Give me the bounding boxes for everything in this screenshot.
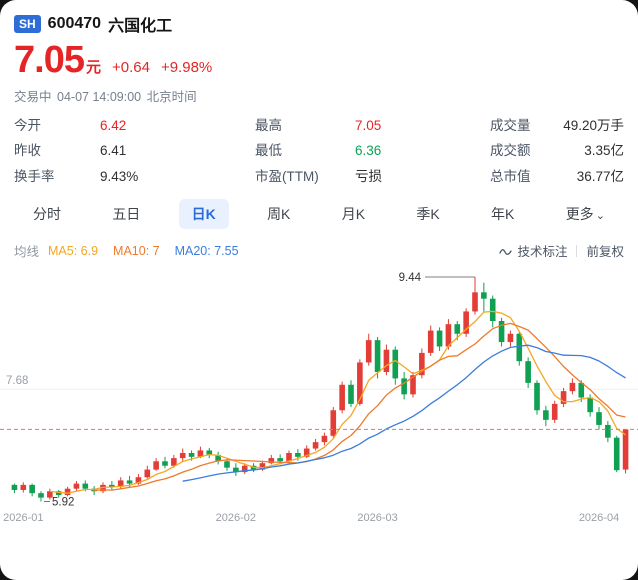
quote-header: SH 600470 六国化工 7.05 元 +0.64 +9.98% 交易中 0… bbox=[0, 0, 638, 105]
tab-label: 周K bbox=[267, 206, 291, 223]
svg-text:5.92: 5.92 bbox=[52, 497, 74, 509]
price-row: 7.05 元 +0.64 +9.98% bbox=[14, 39, 624, 81]
stat-value: 6.36 bbox=[355, 143, 382, 159]
exchange-badge: SH bbox=[14, 15, 41, 33]
price-change-amount: +0.64 bbox=[111, 59, 150, 76]
stat-value: 7.05 bbox=[355, 117, 382, 133]
tab-更多[interactable]: 更多 ⌄ bbox=[553, 199, 618, 229]
kline-chart-area[interactable]: 7.68 9.44 5.92 2026-01 2026-02 2026-03 2026-0… bbox=[0, 266, 638, 528]
ma-legend-title: 均线 bbox=[14, 245, 40, 260]
stat-row: 最高 7.05 bbox=[255, 119, 490, 133]
stat-value: 亏损 bbox=[355, 168, 382, 184]
ma-lines bbox=[49, 311, 626, 495]
x-axis-label: 2026-02 bbox=[215, 512, 257, 525]
stats-grid: 今开 6.42 昨收 6.41 换手率 9.43% 最高 7.05 最低 6.36 市盈(TTM) 亏… bbox=[0, 105, 638, 196]
stat-row: 市盈(TTM) 亏损 bbox=[255, 170, 490, 184]
stat-row: 今开 6.42 bbox=[14, 119, 255, 133]
stats-column-2: 成交量 49.20万手成交额 3.35亿总市值 36.77亿 bbox=[490, 119, 624, 196]
vertical-divider bbox=[576, 244, 578, 257]
tab-label: 月K bbox=[341, 206, 366, 223]
y-gridline: 7.68 bbox=[0, 376, 638, 391]
tab-周K[interactable]: 周K bbox=[254, 199, 303, 229]
annotation-low: 5.92 bbox=[44, 497, 74, 509]
stat-label: 昨收 bbox=[14, 143, 41, 159]
currency-unit: 元 bbox=[85, 59, 101, 76]
trading-status-line: 交易中 04-07 14:09:00 北京时间 bbox=[14, 86, 624, 105]
tab-label: 季K bbox=[416, 206, 440, 223]
technical-annotation-button[interactable]: 技术标注 bbox=[499, 241, 567, 260]
stat-row: 总市值 36.77亿 bbox=[490, 170, 624, 184]
stat-label: 成交量 bbox=[490, 117, 531, 133]
tab-label: 日K bbox=[191, 206, 216, 223]
current-price: 7.05 bbox=[14, 39, 85, 81]
x-axis-label: 2026-04 bbox=[578, 512, 620, 525]
ma-legend-item: MA5: 6.9 bbox=[48, 243, 99, 258]
trading-status: 交易中 bbox=[14, 89, 52, 104]
stat-value: 36.77亿 bbox=[576, 168, 624, 184]
stat-label: 今开 bbox=[14, 117, 41, 133]
kline-chart[interactable]: 7.68 9.44 5.92 bbox=[0, 266, 638, 512]
stat-label: 最低 bbox=[255, 143, 282, 159]
stat-value: 9.43% bbox=[100, 168, 139, 184]
stat-row: 成交额 3.35亿 bbox=[490, 144, 624, 158]
tab-label: 分时 bbox=[33, 206, 61, 223]
tab-label: 年K bbox=[491, 206, 515, 223]
stat-row: 昨收 6.41 bbox=[14, 144, 255, 158]
ma-legend-item: MA10: 7 bbox=[113, 243, 160, 258]
stat-label: 成交额 bbox=[490, 143, 531, 159]
technical-annotation-label: 技术标注 bbox=[517, 245, 568, 260]
tab-label: 更多 bbox=[565, 206, 594, 223]
ma-legend-items: MA5: 6.9 MA10: 7 MA20: 7.55 bbox=[48, 244, 254, 258]
stat-row: 成交量 49.20万手 bbox=[490, 119, 624, 133]
ma5-line bbox=[49, 311, 626, 495]
stat-value: 49.20万手 bbox=[563, 117, 624, 133]
svg-text:9.44: 9.44 bbox=[399, 272, 422, 284]
price-adjustment-button[interactable]: 前复权 bbox=[586, 245, 624, 260]
annotation-squiggle-icon bbox=[499, 248, 513, 255]
annotation-high: 9.44 bbox=[399, 272, 475, 284]
stats-column-1: 最高 7.05 最低 6.36 市盈(TTM) 亏损 bbox=[255, 119, 490, 196]
timezone-label: 北京时间 bbox=[146, 89, 197, 104]
stock-identity-row: SH 600470 六国化工 bbox=[14, 12, 624, 36]
chevron-down-icon: ⌄ bbox=[595, 210, 605, 223]
stats-column-0: 今开 6.42 昨收 6.41 换手率 9.43% bbox=[14, 119, 255, 196]
stock-code: 600470 bbox=[47, 15, 102, 32]
stock-name: 六国化工 bbox=[108, 18, 173, 35]
ma20-line bbox=[182, 344, 626, 483]
tab-分时[interactable]: 分时 bbox=[20, 199, 74, 229]
stat-label: 换手率 bbox=[14, 168, 55, 184]
stat-value: 6.42 bbox=[100, 117, 127, 133]
ma10-line bbox=[94, 323, 626, 492]
tab-日K[interactable]: 日K bbox=[178, 199, 229, 230]
tab-月K[interactable]: 月K bbox=[329, 199, 378, 229]
tab-五日[interactable]: 五日 bbox=[99, 199, 153, 229]
stat-label: 市盈(TTM) bbox=[255, 168, 319, 184]
ma-legend-item: MA20: 7.55 bbox=[174, 243, 239, 258]
period-tabs: 分时 五日 日K 周K 月K 季K 年K 更多 ⌄ bbox=[0, 195, 638, 230]
stat-row: 换手率 9.43% bbox=[14, 170, 255, 184]
x-axis-labels: 2026-01 2026-02 2026-03 2026-04 bbox=[0, 512, 638, 528]
stat-value: 6.41 bbox=[100, 143, 127, 159]
stat-label: 最高 bbox=[255, 117, 282, 133]
tab-年K[interactable]: 年K bbox=[478, 199, 527, 229]
stat-value: 3.35亿 bbox=[584, 143, 624, 159]
stat-row: 最低 6.36 bbox=[255, 144, 490, 158]
x-axis-label: 2026-03 bbox=[357, 512, 398, 525]
stat-label: 总市值 bbox=[490, 168, 531, 184]
tab-label: 五日 bbox=[112, 206, 141, 223]
ma-legend-row: 均线 MA5: 6.9 MA10: 7 MA20: 7.55 技术标注 前复权 bbox=[0, 229, 638, 264]
x-axis-label: 2026-01 bbox=[3, 512, 44, 525]
y-axis-label: 7.68 bbox=[6, 376, 28, 388]
price-change-percent: +9.98% bbox=[160, 59, 213, 76]
quote-datetime: 04-07 14:09:00 bbox=[57, 89, 142, 104]
chart-toolbar-right: 技术标注 前复权 bbox=[499, 241, 624, 260]
tab-季K[interactable]: 季K bbox=[403, 199, 452, 229]
